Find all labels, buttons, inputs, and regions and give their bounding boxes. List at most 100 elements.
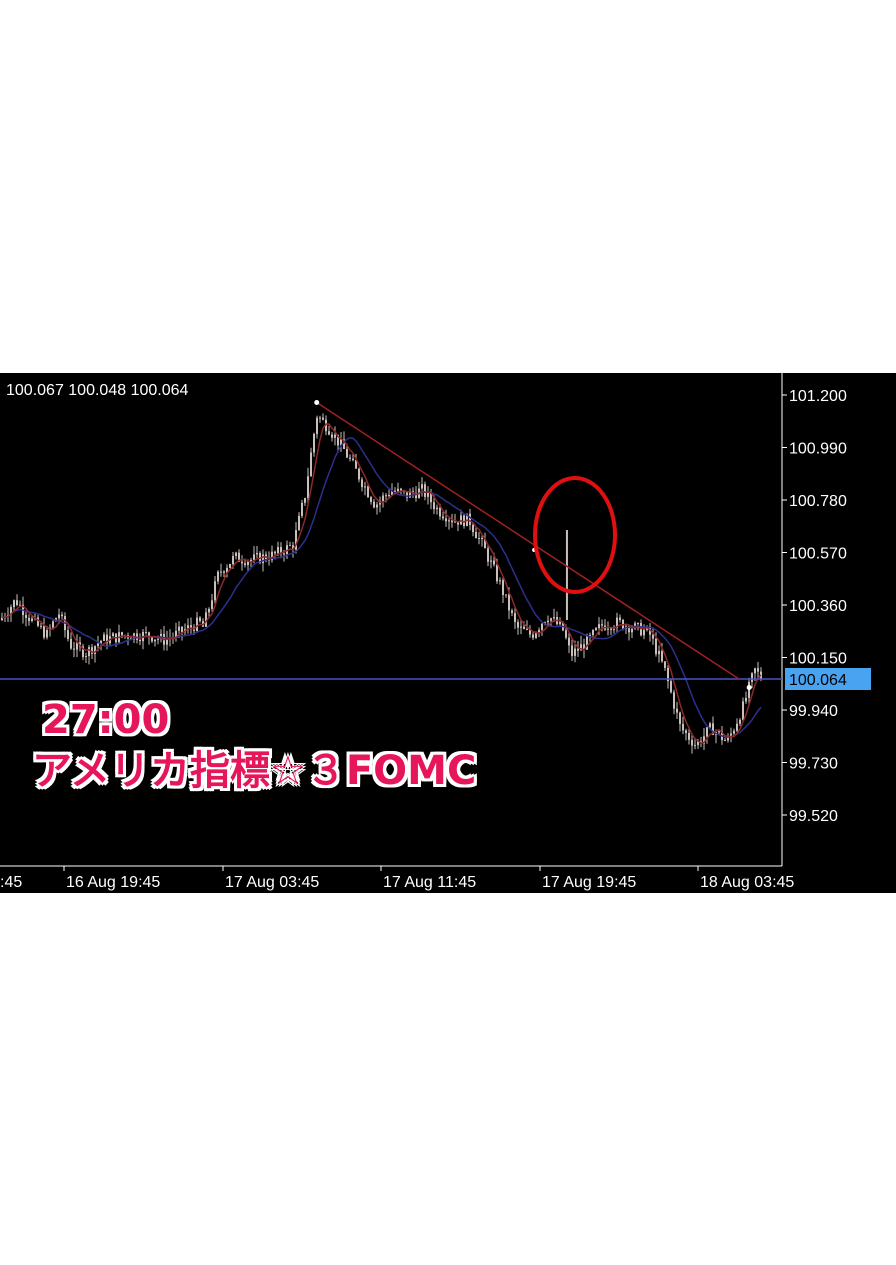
time-tick-label: 17 Aug 19:45 — [542, 874, 636, 891]
candle-body — [229, 564, 231, 568]
candle-body — [250, 559, 252, 562]
candle-body — [337, 434, 339, 446]
candle-body — [445, 518, 447, 522]
candle-body — [439, 507, 441, 517]
candle-body — [703, 736, 705, 744]
candle-body — [235, 552, 237, 557]
candle-body — [232, 556, 234, 565]
candle-body — [340, 439, 342, 446]
candle-body — [688, 733, 690, 740]
candle-body — [376, 504, 378, 508]
candle-body — [145, 632, 147, 634]
candle-body — [292, 545, 294, 550]
candle-body — [253, 554, 255, 560]
candle-body — [601, 624, 603, 626]
candle-body — [28, 617, 30, 621]
candle-body — [85, 656, 87, 658]
candle-body — [427, 492, 429, 497]
candle-body — [364, 486, 366, 488]
candle-body — [304, 498, 306, 503]
candle-body — [658, 650, 660, 655]
candle-body — [82, 646, 84, 658]
candle-body — [520, 626, 522, 628]
candle-body — [415, 493, 417, 499]
candle-body — [223, 571, 225, 573]
candle-body — [112, 633, 114, 637]
candle-body — [757, 668, 759, 672]
candle-body — [679, 712, 681, 724]
candle-body — [37, 617, 39, 626]
candle-body — [724, 740, 726, 742]
last-price-dot — [746, 685, 752, 690]
candle-body — [277, 547, 279, 554]
price-chart[interactable]: 100.064 101.200 100.990 100.780 100.570 100.… — [0, 373, 896, 893]
candle-body — [742, 701, 744, 720]
candle-body — [121, 632, 123, 636]
candle-body — [592, 629, 594, 636]
candle-body — [334, 434, 336, 438]
candle-body — [637, 623, 639, 625]
candle-body — [490, 560, 492, 562]
candle-body — [421, 484, 423, 489]
ohlc-readout: 100.067 100.048 100.064 — [6, 382, 189, 399]
price-tick-label: 100.570 — [789, 546, 847, 563]
candle-body — [295, 530, 297, 550]
candle-body — [58, 614, 60, 619]
candle-body — [175, 630, 177, 637]
candle-body — [409, 491, 411, 498]
highlight-circle — [533, 476, 617, 594]
candle-body — [610, 628, 612, 630]
candle-body — [730, 733, 732, 738]
candle-body — [46, 630, 48, 638]
candle-body — [565, 630, 567, 638]
candle-body — [667, 667, 669, 682]
candle-body — [745, 697, 747, 702]
candle-body — [571, 645, 573, 656]
candle-body — [475, 532, 477, 539]
candle-body — [307, 476, 309, 499]
price-tick-label: 100.780 — [789, 493, 847, 510]
price-tick-label: 99.940 — [789, 703, 838, 720]
candle-body — [313, 433, 315, 453]
candle-body — [430, 492, 432, 503]
candle-body — [325, 419, 327, 432]
candle-body — [694, 745, 696, 747]
candle-body — [754, 668, 756, 674]
candle-body — [709, 723, 711, 728]
candle-body — [481, 538, 483, 540]
candle-body — [154, 639, 156, 642]
candle-body — [583, 644, 585, 650]
candle-body — [424, 484, 426, 497]
price-tag-label: 100.064 — [789, 672, 847, 689]
candle-body — [19, 604, 21, 606]
candle-body — [514, 613, 516, 622]
candle-body — [241, 561, 243, 564]
candle-body — [349, 457, 351, 459]
candle-body — [70, 639, 72, 649]
candle-body — [244, 563, 246, 566]
price-tick-label: 99.520 — [789, 808, 838, 825]
candle-body — [538, 629, 540, 633]
candle-body — [607, 628, 609, 630]
candle-body — [394, 490, 396, 492]
candle-body — [316, 417, 318, 434]
candle-body — [328, 431, 330, 435]
candle-body — [685, 730, 687, 734]
candle-body — [619, 617, 621, 620]
candle-body — [526, 628, 528, 630]
candle-body — [10, 607, 12, 616]
candle-body — [574, 648, 576, 656]
price-tag — [785, 668, 871, 690]
candle-body — [73, 648, 75, 650]
candle-body — [181, 626, 183, 633]
candle-body — [247, 561, 249, 566]
candle-body — [436, 507, 438, 510]
candle-body — [433, 502, 435, 510]
candle-body — [547, 620, 549, 623]
candle-body — [691, 739, 693, 746]
candle-body — [106, 634, 108, 644]
trendline — [316, 401, 740, 680]
candle-body — [226, 567, 228, 573]
fast-moving-average-line — [1, 423, 762, 744]
